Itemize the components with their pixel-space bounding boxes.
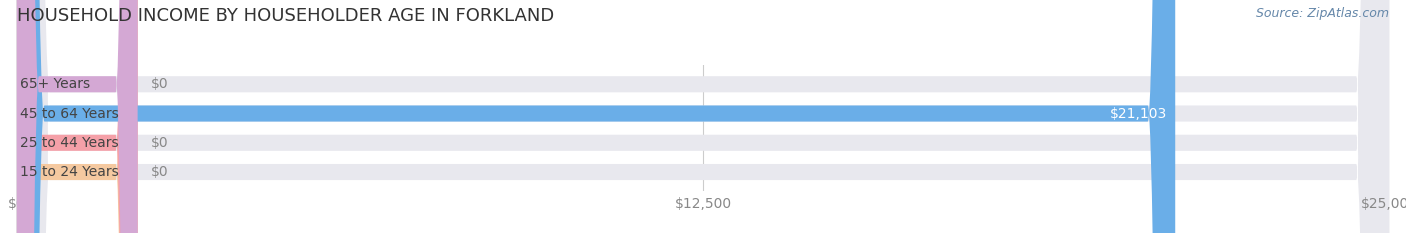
FancyBboxPatch shape	[17, 0, 1175, 233]
FancyBboxPatch shape	[17, 0, 1389, 233]
Text: 15 to 24 Years: 15 to 24 Years	[20, 165, 120, 179]
Text: $0: $0	[152, 136, 169, 150]
FancyBboxPatch shape	[17, 0, 138, 233]
Text: 45 to 64 Years: 45 to 64 Years	[20, 106, 120, 120]
FancyBboxPatch shape	[17, 0, 1389, 233]
Text: 65+ Years: 65+ Years	[20, 77, 90, 91]
FancyBboxPatch shape	[17, 0, 138, 233]
FancyBboxPatch shape	[17, 0, 1389, 233]
Text: 25 to 44 Years: 25 to 44 Years	[20, 136, 118, 150]
Text: $0: $0	[152, 77, 169, 91]
Text: $0: $0	[152, 165, 169, 179]
Text: HOUSEHOLD INCOME BY HOUSEHOLDER AGE IN FORKLAND: HOUSEHOLD INCOME BY HOUSEHOLDER AGE IN F…	[17, 7, 554, 25]
Text: $21,103: $21,103	[1109, 106, 1167, 120]
FancyBboxPatch shape	[17, 0, 1389, 233]
FancyBboxPatch shape	[17, 0, 138, 233]
Text: Source: ZipAtlas.com: Source: ZipAtlas.com	[1256, 7, 1389, 20]
